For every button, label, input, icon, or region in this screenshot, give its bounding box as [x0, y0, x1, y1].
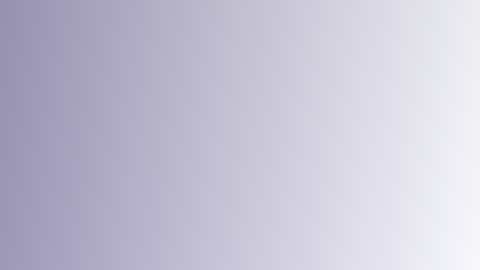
Text: SOLAR %: SOLAR %: [244, 7, 359, 31]
Text: 16:30: 16:30: [44, 218, 148, 252]
Text: 24%: 24%: [267, 86, 348, 120]
Text: 13:00: 13:00: [44, 150, 148, 184]
Text: 8%: 8%: [278, 218, 336, 252]
Text: 09:30: 09:30: [44, 86, 148, 120]
Text: TIME: TIME: [76, 7, 136, 31]
Text: 31%: 31%: [267, 150, 348, 184]
